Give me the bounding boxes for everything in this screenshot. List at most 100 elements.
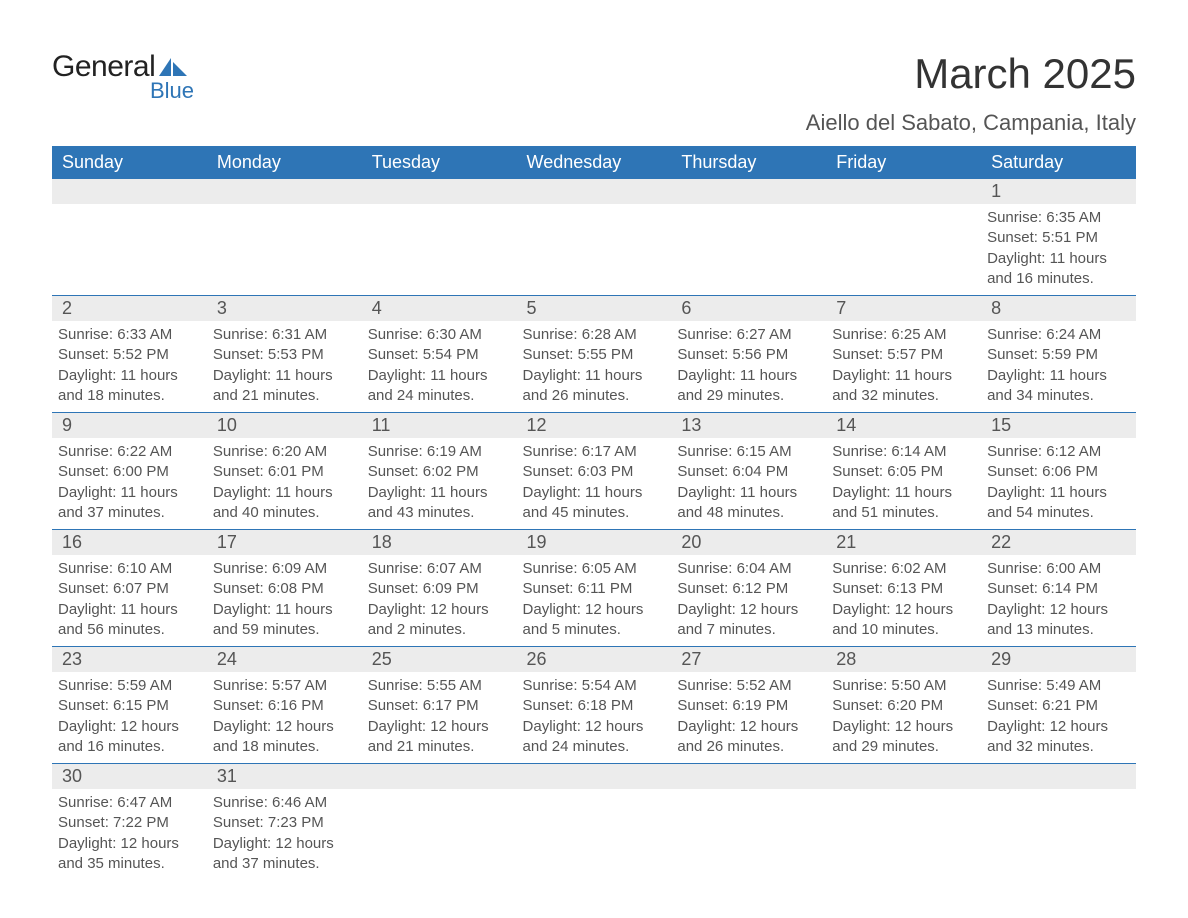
day-body: Sunrise: 6:12 AMSunset: 6:06 PMDaylight:…	[981, 438, 1136, 529]
calendar-cell	[981, 764, 1136, 881]
location: Aiello del Sabato, Campania, Italy	[806, 110, 1136, 136]
day-number: 24	[207, 647, 362, 672]
day-body: Sunrise: 6:31 AMSunset: 5:53 PMDaylight:…	[207, 321, 362, 412]
sunrise-line: Sunrise: 6:24 AM	[987, 325, 1130, 345]
daylight-line-2: and 29 minutes.	[832, 737, 975, 757]
sunrise-line: Sunrise: 6:25 AM	[832, 325, 975, 345]
day-number: 31	[207, 764, 362, 789]
sunrise-line: Sunrise: 6:05 AM	[523, 559, 666, 579]
sunset-line: Sunset: 5:54 PM	[368, 345, 511, 365]
daylight-line-2: and 51 minutes.	[832, 503, 975, 523]
day-number-blank	[671, 179, 826, 204]
daylight-line-1: Daylight: 11 hours	[58, 366, 201, 386]
day-number: 3	[207, 296, 362, 321]
calendar-cell: 28Sunrise: 5:50 AMSunset: 6:20 PMDayligh…	[826, 647, 981, 764]
sunset-line: Sunset: 6:09 PM	[368, 579, 511, 599]
day-number: 5	[517, 296, 672, 321]
day-number: 20	[671, 530, 826, 555]
sunrise-line: Sunrise: 6:12 AM	[987, 442, 1130, 462]
calendar-cell: 23Sunrise: 5:59 AMSunset: 6:15 PMDayligh…	[52, 647, 207, 764]
daylight-line-1: Daylight: 11 hours	[987, 249, 1130, 269]
day-number: 8	[981, 296, 1136, 321]
sunrise-line: Sunrise: 6:35 AM	[987, 208, 1130, 228]
calendar-cell: 18Sunrise: 6:07 AMSunset: 6:09 PMDayligh…	[362, 530, 517, 647]
calendar-cell: 10Sunrise: 6:20 AMSunset: 6:01 PMDayligh…	[207, 413, 362, 530]
daylight-line-1: Daylight: 11 hours	[213, 600, 356, 620]
daylight-line-2: and 34 minutes.	[987, 386, 1130, 406]
day-number: 12	[517, 413, 672, 438]
day-number: 22	[981, 530, 1136, 555]
weekday-header: Tuesday	[362, 146, 517, 179]
daylight-line-2: and 37 minutes.	[58, 503, 201, 523]
day-number: 28	[826, 647, 981, 672]
calendar-cell: 5Sunrise: 6:28 AMSunset: 5:55 PMDaylight…	[517, 296, 672, 413]
calendar-cell	[826, 179, 981, 296]
day-body: Sunrise: 5:54 AMSunset: 6:18 PMDaylight:…	[517, 672, 672, 763]
calendar-cell: 19Sunrise: 6:05 AMSunset: 6:11 PMDayligh…	[517, 530, 672, 647]
sunrise-line: Sunrise: 6:46 AM	[213, 793, 356, 813]
sunrise-line: Sunrise: 6:31 AM	[213, 325, 356, 345]
day-number: 4	[362, 296, 517, 321]
day-body: Sunrise: 5:55 AMSunset: 6:17 PMDaylight:…	[362, 672, 517, 763]
calendar-cell	[362, 179, 517, 296]
sunrise-line: Sunrise: 6:04 AM	[677, 559, 820, 579]
calendar-cell	[826, 764, 981, 881]
daylight-line-1: Daylight: 11 hours	[58, 600, 201, 620]
weekday-header: Thursday	[671, 146, 826, 179]
day-number: 27	[671, 647, 826, 672]
day-number: 2	[52, 296, 207, 321]
day-body: Sunrise: 6:24 AMSunset: 5:59 PMDaylight:…	[981, 321, 1136, 412]
day-body-empty	[671, 789, 826, 871]
day-body: Sunrise: 6:04 AMSunset: 6:12 PMDaylight:…	[671, 555, 826, 646]
calendar-cell: 11Sunrise: 6:19 AMSunset: 6:02 PMDayligh…	[362, 413, 517, 530]
sunset-line: Sunset: 6:16 PM	[213, 696, 356, 716]
daylight-line-2: and 40 minutes.	[213, 503, 356, 523]
daylight-line-1: Daylight: 12 hours	[213, 717, 356, 737]
sunrise-line: Sunrise: 6:47 AM	[58, 793, 201, 813]
day-body: Sunrise: 5:59 AMSunset: 6:15 PMDaylight:…	[52, 672, 207, 763]
day-number: 18	[362, 530, 517, 555]
sunset-line: Sunset: 5:59 PM	[987, 345, 1130, 365]
daylight-line-1: Daylight: 12 hours	[832, 717, 975, 737]
daylight-line-2: and 48 minutes.	[677, 503, 820, 523]
calendar-cell	[207, 179, 362, 296]
day-body: Sunrise: 6:05 AMSunset: 6:11 PMDaylight:…	[517, 555, 672, 646]
day-number-blank	[826, 179, 981, 204]
daylight-line-2: and 45 minutes.	[523, 503, 666, 523]
logo-sail-icon	[159, 58, 187, 76]
sunset-line: Sunset: 6:05 PM	[832, 462, 975, 482]
day-number: 30	[52, 764, 207, 789]
calendar-cell: 7Sunrise: 6:25 AMSunset: 5:57 PMDaylight…	[826, 296, 981, 413]
sunrise-line: Sunrise: 6:19 AM	[368, 442, 511, 462]
calendar-week-row: 30Sunrise: 6:47 AMSunset: 7:22 PMDayligh…	[52, 764, 1136, 881]
daylight-line-2: and 59 minutes.	[213, 620, 356, 640]
daylight-line-2: and 7 minutes.	[677, 620, 820, 640]
sunset-line: Sunset: 6:08 PM	[213, 579, 356, 599]
daylight-line-1: Daylight: 11 hours	[368, 483, 511, 503]
sunset-line: Sunset: 5:53 PM	[213, 345, 356, 365]
sunrise-line: Sunrise: 6:14 AM	[832, 442, 975, 462]
day-number-blank	[517, 764, 672, 789]
calendar-cell: 13Sunrise: 6:15 AMSunset: 6:04 PMDayligh…	[671, 413, 826, 530]
sunset-line: Sunset: 5:57 PM	[832, 345, 975, 365]
daylight-line-2: and 37 minutes.	[213, 854, 356, 874]
daylight-line-2: and 32 minutes.	[987, 737, 1130, 757]
sunset-line: Sunset: 5:56 PM	[677, 345, 820, 365]
sunset-line: Sunset: 6:14 PM	[987, 579, 1130, 599]
sunrise-line: Sunrise: 5:59 AM	[58, 676, 201, 696]
sunset-line: Sunset: 5:52 PM	[58, 345, 201, 365]
day-body: Sunrise: 6:30 AMSunset: 5:54 PMDaylight:…	[362, 321, 517, 412]
day-body: Sunrise: 6:10 AMSunset: 6:07 PMDaylight:…	[52, 555, 207, 646]
day-body: Sunrise: 6:47 AMSunset: 7:22 PMDaylight:…	[52, 789, 207, 880]
day-number: 14	[826, 413, 981, 438]
sunset-line: Sunset: 5:55 PM	[523, 345, 666, 365]
day-body-empty	[52, 204, 207, 286]
calendar-cell: 24Sunrise: 5:57 AMSunset: 6:16 PMDayligh…	[207, 647, 362, 764]
calendar-cell: 15Sunrise: 6:12 AMSunset: 6:06 PMDayligh…	[981, 413, 1136, 530]
calendar-week-row: 16Sunrise: 6:10 AMSunset: 6:07 PMDayligh…	[52, 530, 1136, 647]
daylight-line-1: Daylight: 12 hours	[58, 834, 201, 854]
logo-text-blue: Blue	[150, 78, 194, 104]
day-number: 23	[52, 647, 207, 672]
sunset-line: Sunset: 6:07 PM	[58, 579, 201, 599]
daylight-line-1: Daylight: 12 hours	[832, 600, 975, 620]
